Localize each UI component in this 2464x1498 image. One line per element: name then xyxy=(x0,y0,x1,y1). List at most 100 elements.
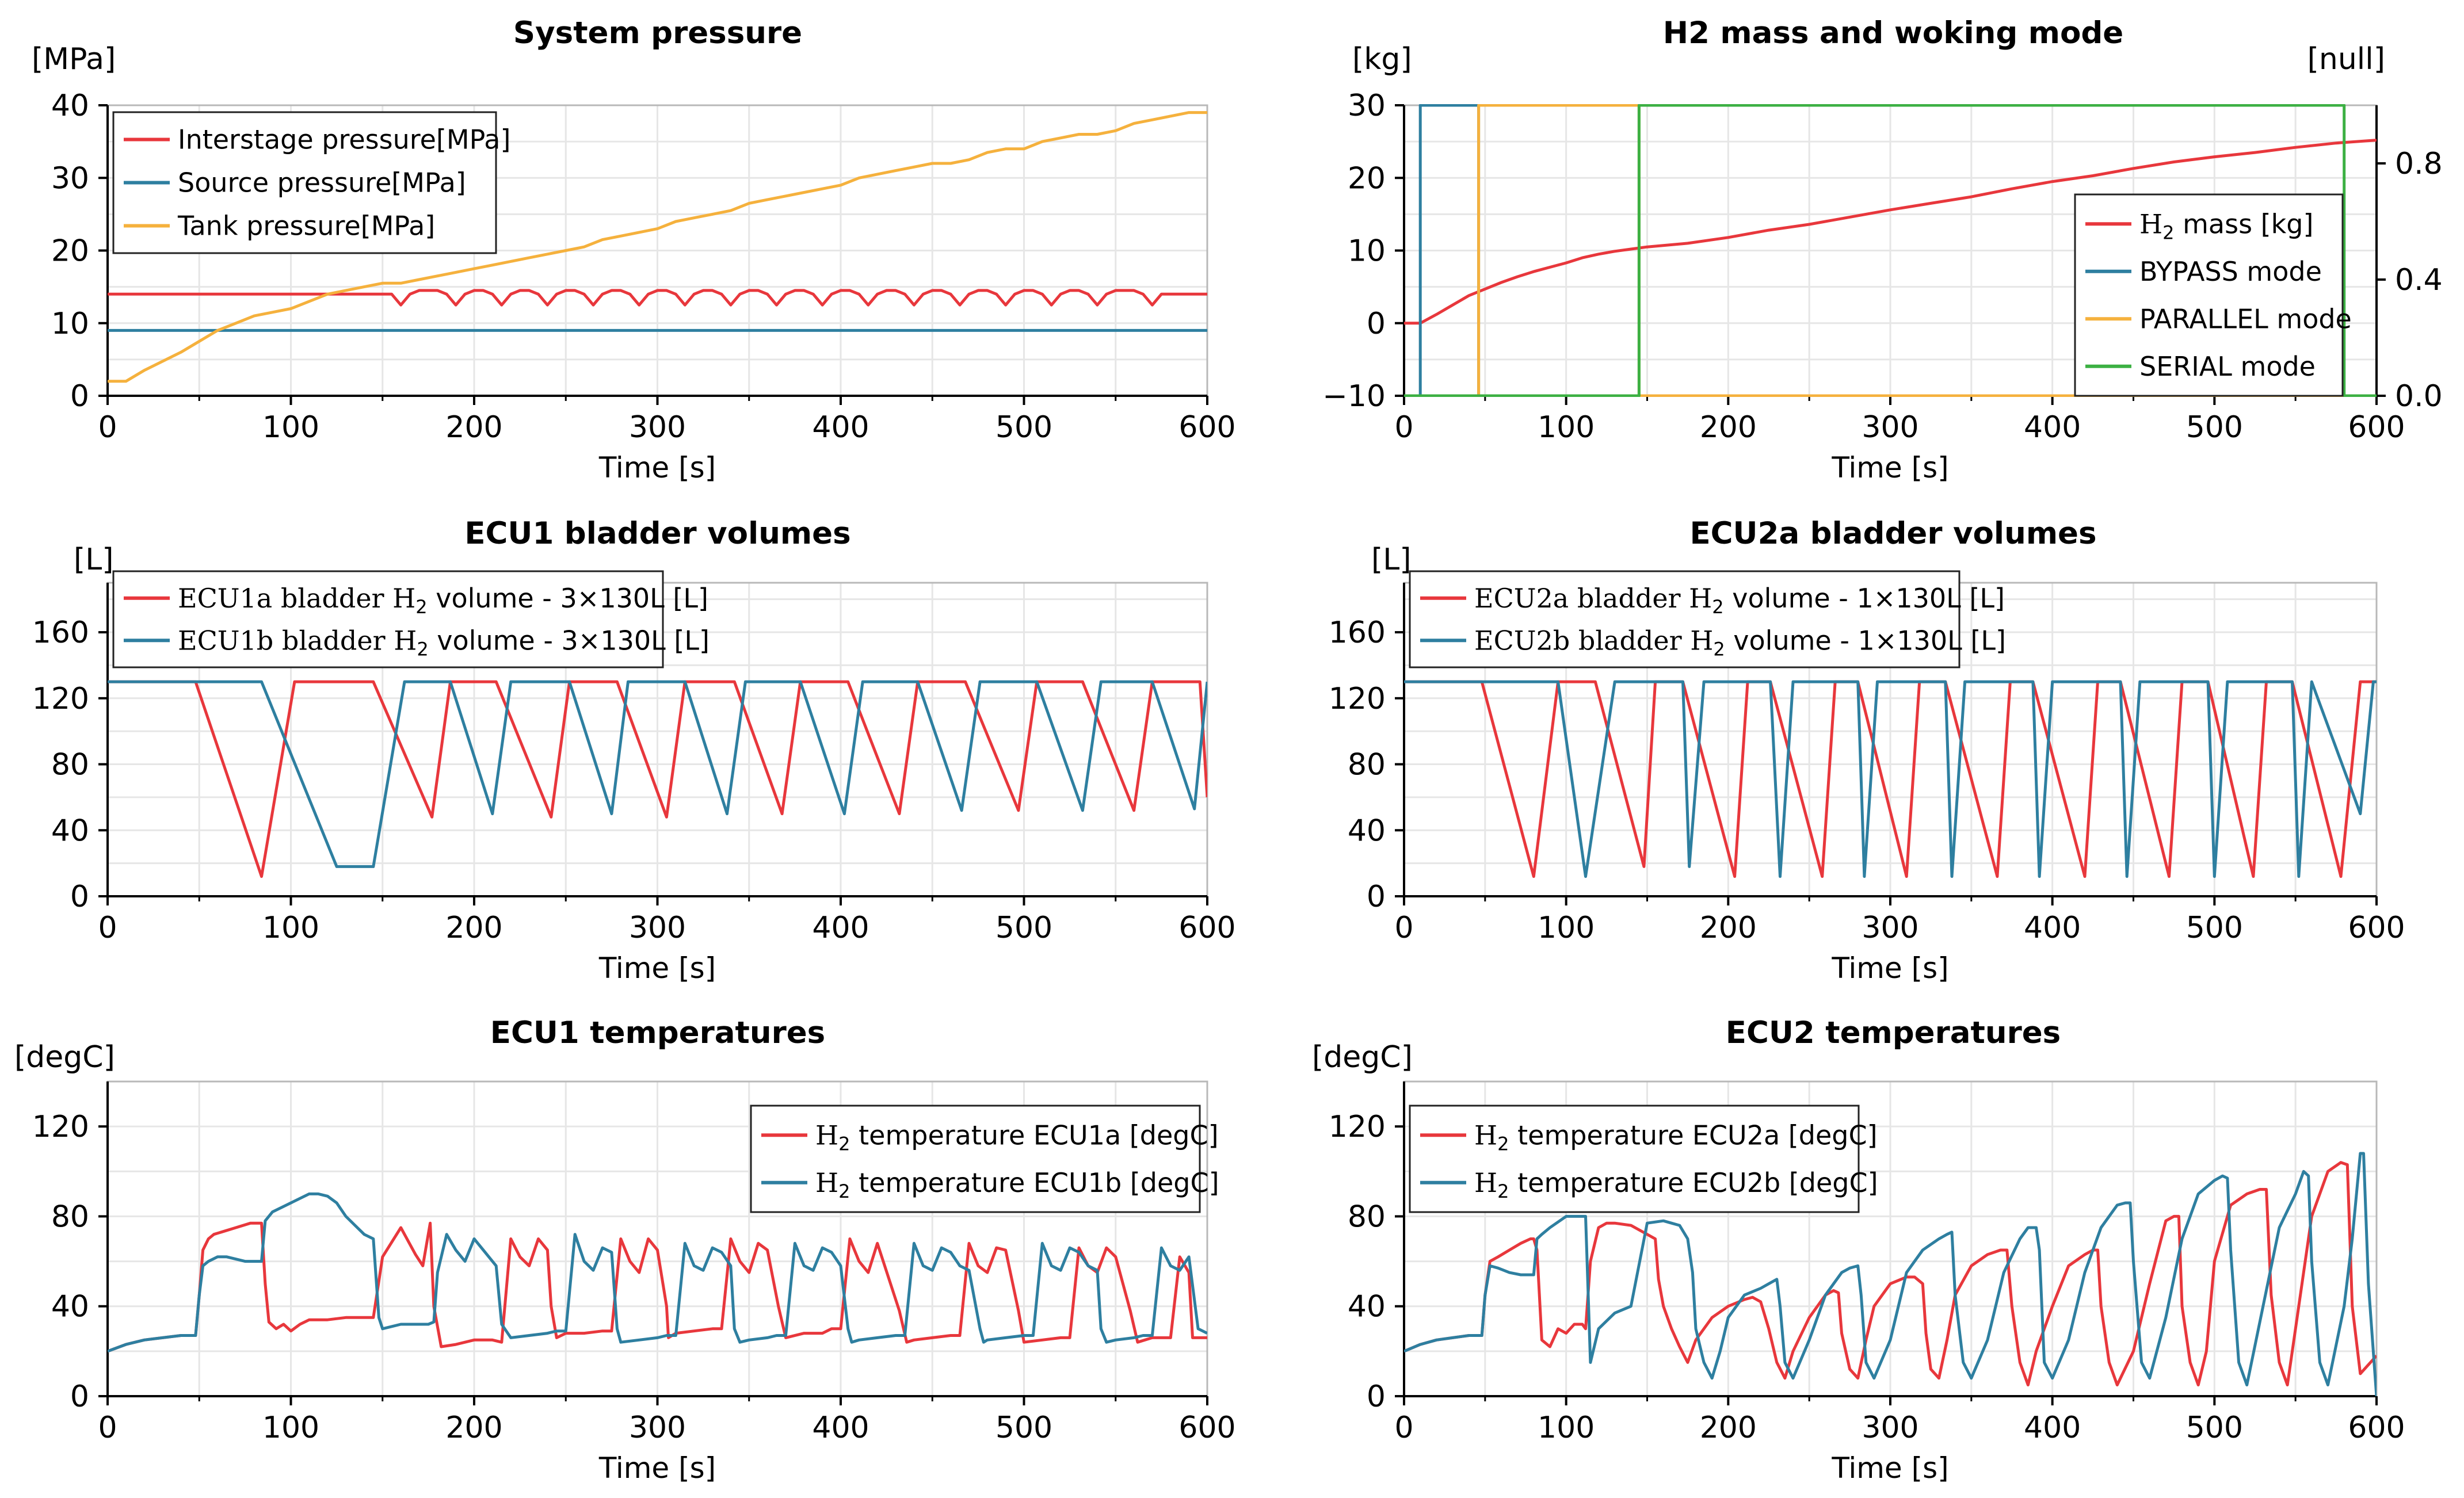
x-tick-label: 400 xyxy=(812,410,869,445)
y-right-tick-label: 0.0 xyxy=(2395,379,2443,414)
x-axis-label: Time [s] xyxy=(1831,951,1948,985)
legend-box xyxy=(1409,570,1960,668)
x-tick-label: 0 xyxy=(98,1411,117,1445)
legend-entry-2: Source pressure[MPa] xyxy=(178,167,466,198)
series-group xyxy=(1404,680,2377,878)
legend: ECU2a bladder H2 volume - 1×130L [L] ECU2… xyxy=(1409,570,2006,668)
legend: H2 mass [kg] BYPASS mode PARALLEL mode SERI… xyxy=(2074,193,2352,397)
series-line-3 xyxy=(108,111,1207,383)
chart-5: ECU1 temperatures[degC]0 100 200 300 400 500 6… xyxy=(14,1015,1236,1485)
y-tick-label: 120 xyxy=(1329,682,1386,716)
x-tick-label: 0 xyxy=(1394,410,1413,445)
legend-entry-2: ECU2b bladder H2 volume - 1×130L [L] xyxy=(1474,625,2006,660)
legend-entry-1: H2 temperature ECU1a [degC] xyxy=(815,1119,1219,1155)
x-tick-label: 500 xyxy=(995,410,1052,445)
x-tick-label: 200 xyxy=(1700,410,1757,445)
x-tick-label: 100 xyxy=(262,410,319,445)
y-tick-label: 0 xyxy=(70,880,89,914)
legend: H2 temperature ECU2a [degC] H2 temperatur… xyxy=(1409,1105,1878,1213)
legend-entry-4: SERIAL mode xyxy=(2139,351,2316,382)
series-line-1 xyxy=(1404,139,2377,325)
x-tick-label: 600 xyxy=(1178,1411,1235,1445)
y-tick-label: 10 xyxy=(1348,234,1386,269)
y-tick-label: 120 xyxy=(1329,1110,1386,1144)
legend-entry-3: Tank pressure[MPa] xyxy=(177,211,435,242)
x-tick-label: 400 xyxy=(2024,1411,2081,1445)
x-tick-label: 200 xyxy=(445,410,502,445)
y-tick-label: 80 xyxy=(51,748,89,782)
y-tick-label: 40 xyxy=(51,89,89,123)
legend-box xyxy=(112,570,664,668)
series-line-4 xyxy=(1404,104,2377,397)
y-tick-label: 10 xyxy=(51,307,89,341)
y-tick-label: 40 xyxy=(51,1290,89,1324)
series-line-1 xyxy=(108,289,1207,307)
x-axis-label: Time [s] xyxy=(1831,1451,1948,1485)
x-tick-label: 400 xyxy=(812,1411,869,1445)
x-tick-label: 200 xyxy=(445,1411,502,1445)
x-tick-label: 0 xyxy=(98,911,117,945)
x-tick-label: 100 xyxy=(1538,911,1595,945)
legend-entry-2: BYPASS mode xyxy=(2139,256,2322,287)
chart-title: System pressure xyxy=(513,16,802,51)
legend-entry-1: Interstage pressure[MPa] xyxy=(178,124,510,155)
y-tick-label: 40 xyxy=(1348,1290,1386,1324)
y-tick-label: 80 xyxy=(1348,748,1386,782)
x-tick-label: 200 xyxy=(1700,911,1757,945)
x-tick-label: 100 xyxy=(262,911,319,945)
chart-2: H2 mass and woking mode[kg] [null]0 100 200… xyxy=(1322,16,2442,484)
x-axis-label: Time [s] xyxy=(598,451,716,484)
legend-entry-1: ECU2a bladder H2 volume - 1×130L [L] xyxy=(1474,583,2005,618)
legend-box xyxy=(112,111,497,254)
legend-box xyxy=(2074,193,2344,397)
x-tick-label: 100 xyxy=(1538,410,1595,445)
y-tick-label: 40 xyxy=(1348,813,1386,848)
y-tick-label: 0 xyxy=(1367,307,1386,341)
series-line-2 xyxy=(108,680,1207,868)
x-tick-label: 0 xyxy=(1394,1411,1413,1445)
y-axis-unit: [L] xyxy=(1371,542,1412,577)
series-line-2 xyxy=(1404,1152,2377,1397)
x-tick-label: 500 xyxy=(2186,1411,2243,1445)
chart-4: ECU2a bladder volumes[L]0 100 200 300 400 500… xyxy=(1329,516,2405,985)
y-tick-label: 40 xyxy=(51,813,89,848)
series-line-2 xyxy=(108,1192,1207,1353)
series-line-1 xyxy=(108,680,1207,878)
chart-title: ECU1 bladder volumes xyxy=(464,516,850,551)
legend-box xyxy=(750,1105,1201,1213)
x-tick-label: 500 xyxy=(2186,410,2243,445)
series-group xyxy=(1404,104,2377,397)
y-axis-unit: [kg] xyxy=(1352,42,1412,77)
y-tick-label: −10 xyxy=(1322,379,1386,414)
series-group xyxy=(108,680,1207,878)
series-line-1 xyxy=(108,1221,1207,1353)
legend-entry-2: ECU1b bladder H2 volume - 3×130L [L] xyxy=(178,625,710,660)
x-tick-label: 0 xyxy=(1394,911,1413,945)
legend-entry-1: H2 temperature ECU2a [degC] xyxy=(1474,1119,1878,1155)
x-tick-label: 0 xyxy=(98,410,117,445)
y-right-tick-label: 0.4 xyxy=(2395,263,2443,297)
x-tick-label: 600 xyxy=(2348,1411,2405,1445)
x-tick-label: 600 xyxy=(2348,410,2405,445)
x-tick-label: 300 xyxy=(1862,911,1918,945)
y-tick-label: 160 xyxy=(1329,616,1386,650)
x-axis-label: Time [s] xyxy=(1831,451,1948,484)
x-tick-label: 100 xyxy=(262,1411,319,1445)
series-line-2 xyxy=(1404,680,2377,878)
x-tick-label: 300 xyxy=(629,410,686,445)
chart-title: ECU2a bladder volumes xyxy=(1689,516,2096,551)
chart-title: H2 mass and woking mode xyxy=(1663,16,2124,51)
series-line-1 xyxy=(1404,1161,2377,1386)
chart-title: ECU2 temperatures xyxy=(1726,1015,2061,1050)
x-tick-label: 600 xyxy=(2348,911,2405,945)
y-tick-label: 20 xyxy=(1348,161,1386,196)
x-tick-label: 400 xyxy=(2024,911,2081,945)
legend-entry-3: PARALLEL mode xyxy=(2139,303,2352,334)
y-tick-label: 30 xyxy=(51,161,89,196)
y-tick-label: 120 xyxy=(32,682,89,716)
legend-entry-2: H2 temperature ECU2b [degC] xyxy=(1474,1167,1878,1202)
x-tick-label: 300 xyxy=(1862,1411,1918,1445)
chart-title: ECU1 temperatures xyxy=(490,1015,825,1050)
x-tick-label: 300 xyxy=(1862,410,1918,445)
